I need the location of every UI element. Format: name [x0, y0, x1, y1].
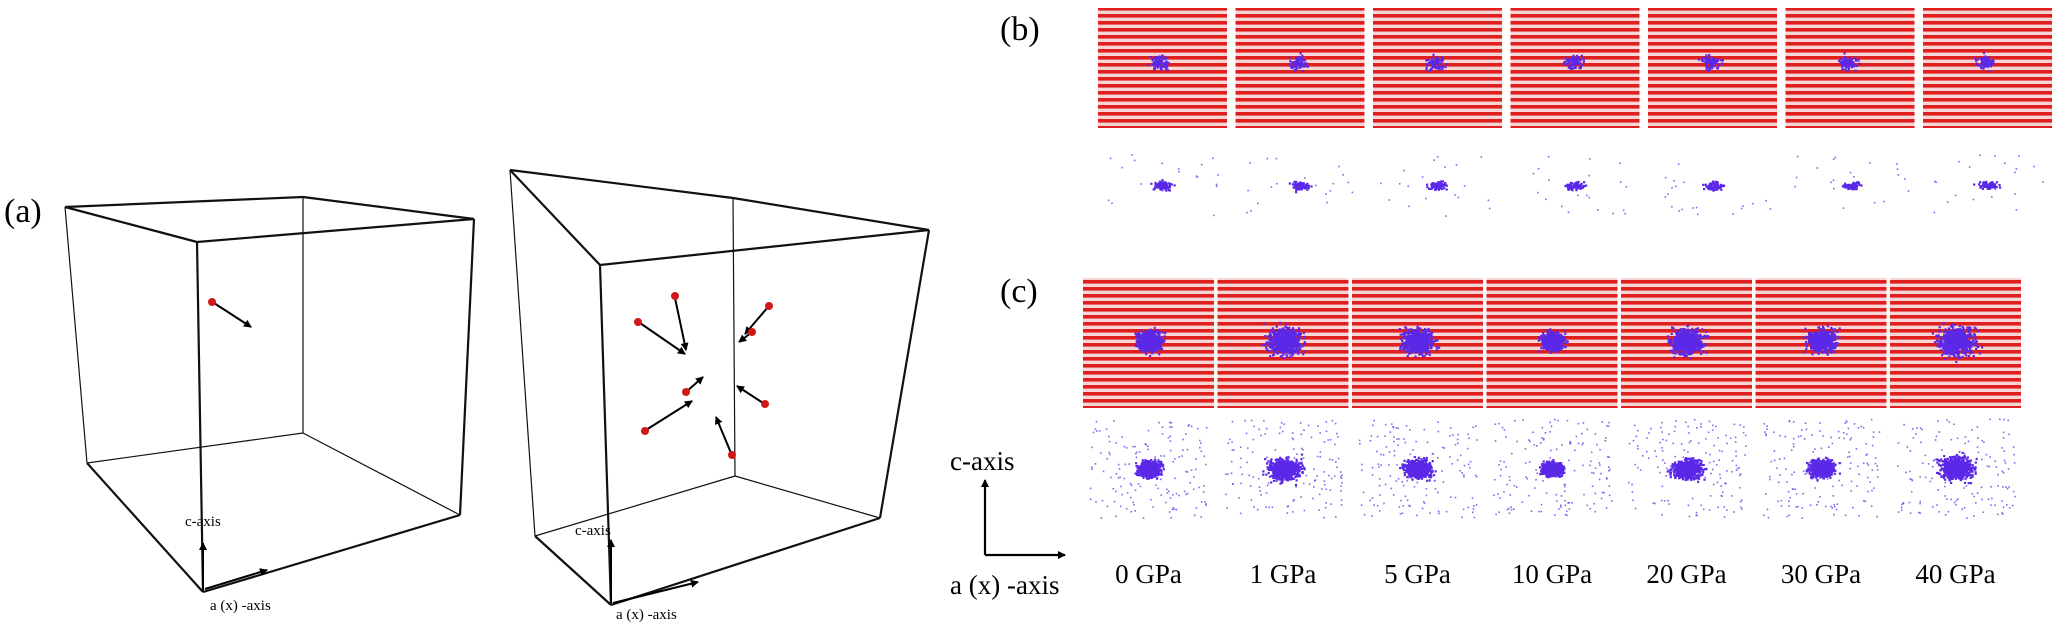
panel-c-lattice-image-5 [1755, 278, 1887, 408]
legend-a-axis-label: a (x) -axis [950, 570, 1059, 600]
panel-c-lattice-image-3 [1486, 278, 1618, 408]
panel-c-defect-image-0 [1089, 420, 1208, 519]
panel-b-lattice-row [1098, 8, 2052, 128]
panel-b-label: (b) [1000, 11, 1040, 48]
legend-axes-indicator [981, 479, 1066, 559]
panel-c-defect-image-6 [1897, 418, 2016, 519]
panel-c-defect-row [1089, 418, 2016, 519]
panel-b-lattice-image-1 [1235, 8, 1365, 128]
pressure-labels: 0 GPa 1 GPa 5 GPa 10 GPa 20 GPa 30 GPa 40 GPa [1115, 559, 1996, 589]
panel-c-lattice-image-2 [1352, 278, 1483, 408]
panel-b-defect-image-3 [1532, 155, 1628, 215]
legend-c-axis-label: c-axis [950, 446, 1014, 476]
pressure-label-4: 20 GPa [1646, 559, 1726, 589]
pressure-label-5: 30 GPa [1781, 559, 1861, 589]
panel-b-lattice-image-4 [1648, 8, 1777, 128]
panel-b-defect-image-6 [1933, 154, 2044, 214]
pressure-label-3: 10 GPa [1512, 559, 1592, 589]
axes-indicator-left [199, 542, 268, 590]
panel-b-defect-image-1 [1246, 157, 1354, 214]
left-c-axis-label: c-axis [185, 514, 221, 530]
panel-b-lattice-image-3 [1510, 8, 1640, 128]
panel-a-label: (a) [4, 193, 42, 230]
panel-c-defect-image-1 [1224, 419, 1343, 519]
simulation-box-single-pka [64, 195, 476, 594]
pressure-label-0: 0 GPa [1115, 559, 1182, 589]
pressure-label-6: 40 GPa [1915, 559, 1995, 589]
panel-c-lattice-row [1083, 278, 2021, 408]
panel-c-lattice-image-0 [1083, 278, 1214, 408]
panel-c-defect-image-2 [1358, 419, 1478, 519]
right-a-axis-label: a (x) -axis [616, 607, 677, 623]
panel-c-defect-image-4 [1628, 418, 1747, 518]
simulation-box-multiple-pka [509, 168, 931, 607]
pka-atom-left [208, 298, 252, 328]
panel-b-defect-row [1107, 154, 2044, 217]
panel-b-lattice-image-2 [1373, 8, 1502, 128]
panel-b-lattice-image-0 [1098, 8, 1227, 128]
pressure-label-2: 5 GPa [1384, 559, 1451, 589]
pka-atoms-right [634, 292, 773, 459]
panel-b-defect-image-4 [1664, 163, 1772, 216]
panel-c-label: (c) [1000, 273, 1038, 310]
panel-b-lattice-image-5 [1785, 8, 1915, 128]
pressure-label-1: 1 GPa [1250, 559, 1317, 589]
panel-c-defect-image-3 [1493, 418, 1613, 517]
panel-b-defect-image-0 [1107, 154, 1219, 217]
left-a-axis-label: a (x) -axis [210, 598, 271, 614]
panel-b-defect-image-2 [1380, 156, 1491, 217]
right-c-axis-label: c-axis [575, 523, 611, 539]
panel-c-lattice-image-1 [1217, 278, 1349, 408]
axes-indicator-right [607, 539, 699, 604]
panel-b-lattice-image-6 [1923, 8, 2052, 128]
panel-b-defect-image-5 [1794, 155, 1910, 209]
panel-c-lattice-image-6 [1890, 278, 2021, 408]
panel-c-defect-image-5 [1763, 418, 1881, 519]
panel-c-lattice-image-4 [1621, 278, 1752, 408]
